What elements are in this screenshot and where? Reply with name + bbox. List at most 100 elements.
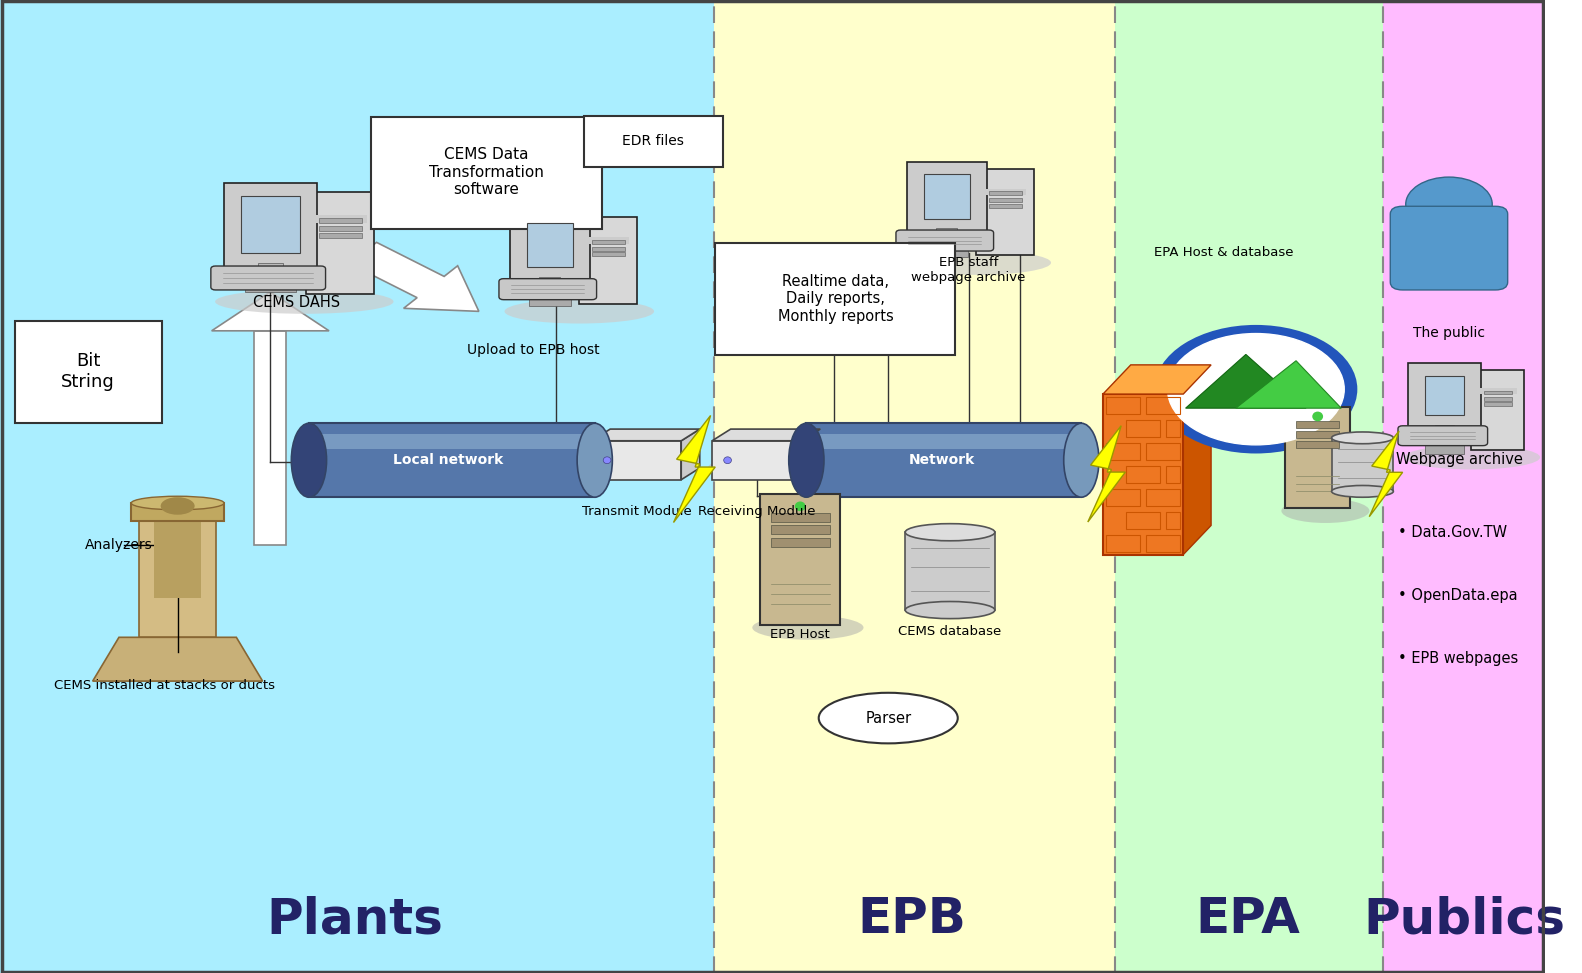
FancyBboxPatch shape [1484, 390, 1512, 394]
Ellipse shape [587, 455, 694, 481]
FancyBboxPatch shape [1484, 397, 1512, 401]
Polygon shape [1185, 354, 1307, 409]
FancyBboxPatch shape [1398, 426, 1487, 446]
Text: CEMS Data
Transformation
software: CEMS Data Transformation software [429, 147, 544, 198]
Ellipse shape [1332, 486, 1394, 497]
FancyBboxPatch shape [759, 494, 840, 625]
FancyBboxPatch shape [584, 116, 723, 167]
FancyBboxPatch shape [210, 266, 326, 290]
FancyBboxPatch shape [1408, 363, 1481, 429]
FancyBboxPatch shape [1435, 424, 1454, 444]
FancyBboxPatch shape [315, 215, 367, 223]
FancyBboxPatch shape [924, 174, 970, 219]
Text: CEMS DAHS: CEMS DAHS [253, 295, 340, 309]
FancyBboxPatch shape [131, 503, 225, 521]
Text: CEMS installed at stacks or ducts: CEMS installed at stacks or ducts [54, 679, 275, 693]
Ellipse shape [753, 616, 864, 640]
FancyBboxPatch shape [155, 516, 201, 598]
FancyBboxPatch shape [498, 278, 596, 300]
Ellipse shape [215, 290, 394, 313]
FancyBboxPatch shape [1103, 394, 1183, 555]
Text: EPA: EPA [1196, 895, 1300, 944]
Ellipse shape [819, 693, 957, 743]
Ellipse shape [723, 456, 731, 463]
FancyBboxPatch shape [989, 192, 1022, 196]
Text: Receiving Module: Receiving Module [698, 505, 816, 519]
FancyBboxPatch shape [139, 521, 217, 637]
Text: CEMS database: CEMS database [899, 625, 1001, 637]
FancyBboxPatch shape [527, 223, 573, 268]
FancyBboxPatch shape [592, 252, 625, 257]
FancyBboxPatch shape [1296, 441, 1340, 448]
FancyBboxPatch shape [223, 183, 318, 268]
Ellipse shape [1313, 412, 1323, 421]
FancyBboxPatch shape [1484, 402, 1512, 406]
Polygon shape [682, 429, 699, 480]
Circle shape [1155, 326, 1356, 452]
FancyBboxPatch shape [308, 434, 595, 450]
Ellipse shape [905, 601, 995, 619]
FancyBboxPatch shape [1296, 431, 1340, 438]
Polygon shape [592, 429, 699, 441]
FancyBboxPatch shape [1425, 376, 1465, 414]
Ellipse shape [1281, 498, 1370, 523]
Ellipse shape [789, 423, 824, 497]
Text: Analyzers: Analyzers [85, 538, 153, 552]
FancyBboxPatch shape [989, 198, 1022, 202]
Ellipse shape [603, 456, 611, 463]
FancyBboxPatch shape [770, 513, 829, 522]
Text: Bit
String: Bit String [62, 352, 115, 391]
FancyBboxPatch shape [0, 0, 713, 973]
FancyBboxPatch shape [509, 210, 590, 282]
FancyBboxPatch shape [587, 237, 630, 244]
FancyBboxPatch shape [245, 278, 296, 292]
Ellipse shape [905, 523, 995, 541]
FancyBboxPatch shape [925, 244, 968, 258]
FancyBboxPatch shape [320, 234, 362, 238]
Ellipse shape [1063, 423, 1099, 497]
FancyBboxPatch shape [989, 203, 1022, 208]
FancyBboxPatch shape [937, 229, 957, 248]
FancyBboxPatch shape [592, 240, 625, 244]
FancyBboxPatch shape [592, 246, 625, 251]
FancyBboxPatch shape [807, 434, 1082, 450]
FancyBboxPatch shape [976, 169, 1035, 255]
Text: Parser: Parser [865, 710, 911, 726]
Text: EPA Host & database: EPA Host & database [1153, 246, 1292, 260]
FancyBboxPatch shape [1383, 0, 1544, 973]
Ellipse shape [1405, 445, 1541, 469]
FancyBboxPatch shape [258, 263, 283, 282]
FancyBboxPatch shape [895, 230, 993, 251]
Text: EDR files: EDR files [622, 134, 685, 148]
FancyBboxPatch shape [1285, 407, 1349, 508]
FancyBboxPatch shape [905, 532, 995, 610]
Ellipse shape [902, 250, 1050, 275]
Polygon shape [1103, 365, 1212, 394]
Text: Publics: Publics [1364, 895, 1566, 944]
FancyBboxPatch shape [984, 189, 1027, 196]
FancyBboxPatch shape [713, 0, 1115, 973]
FancyBboxPatch shape [320, 226, 362, 232]
FancyBboxPatch shape [240, 196, 301, 253]
Text: Webpage archive: Webpage archive [1397, 452, 1523, 467]
FancyBboxPatch shape [1115, 0, 1383, 973]
FancyBboxPatch shape [906, 162, 987, 234]
Ellipse shape [1332, 432, 1394, 444]
FancyBboxPatch shape [539, 277, 560, 297]
FancyBboxPatch shape [1332, 438, 1394, 491]
Circle shape [1168, 334, 1345, 445]
Polygon shape [93, 637, 263, 681]
Text: • EPB webpages: • EPB webpages [1398, 651, 1519, 667]
FancyBboxPatch shape [770, 538, 829, 547]
Ellipse shape [131, 496, 225, 510]
Text: EPB Host: EPB Host [770, 628, 831, 640]
Ellipse shape [161, 497, 195, 515]
Polygon shape [802, 429, 819, 480]
Text: • Data.Gov.TW: • Data.Gov.TW [1398, 524, 1508, 540]
Text: • OpenData.epa: • OpenData.epa [1398, 588, 1517, 603]
FancyBboxPatch shape [579, 218, 638, 304]
Polygon shape [350, 242, 479, 311]
Polygon shape [1236, 361, 1342, 409]
FancyBboxPatch shape [308, 423, 595, 497]
FancyBboxPatch shape [528, 293, 571, 306]
